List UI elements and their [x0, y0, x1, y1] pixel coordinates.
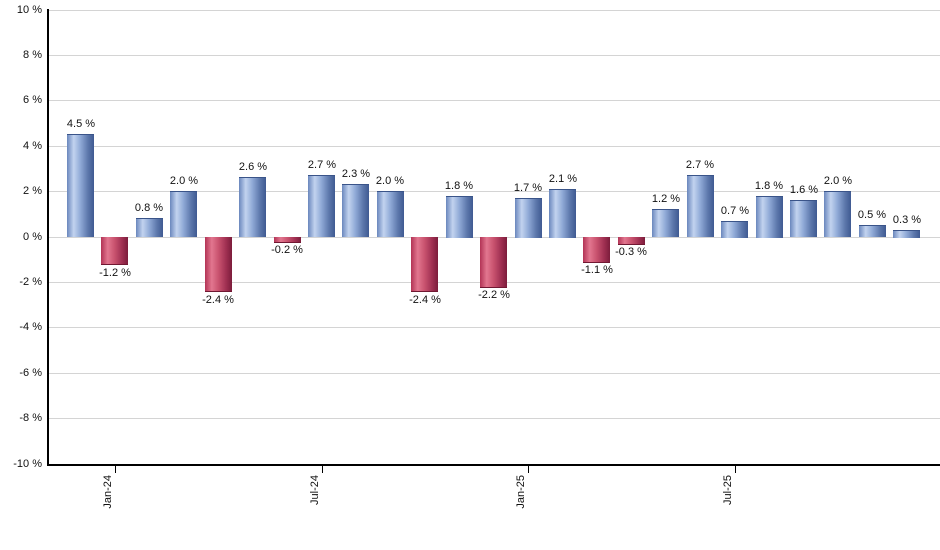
- x-axis-tick-label-Jul-25: Jul-25: [722, 475, 734, 505]
- y-axis-tick-label: -2 %: [19, 276, 42, 288]
- y-axis-line: [47, 9, 49, 466]
- bar-May-24: [239, 177, 266, 237]
- y-axis-tick-label: 10 %: [16, 4, 42, 16]
- x-axis-tick-label-Jan-24: Jan-24: [102, 475, 114, 509]
- bar-value-label-Dec-24: -2.2 %: [478, 289, 510, 301]
- gridline--4-pct: [47, 327, 940, 328]
- bar-value-label-Jan-25: 1.7 %: [513, 182, 543, 194]
- bar-Sep-25: [790, 200, 817, 237]
- bar-Jun-25: [687, 175, 714, 237]
- bar-value-label-Apr-25: -0.3 %: [615, 246, 647, 258]
- bar-Oct-25: [824, 191, 851, 237]
- bar-Dec-24: [480, 237, 507, 288]
- x-axis-tick-Jan-25: [528, 465, 529, 473]
- bar-value-label-Jan-24: -1.2 %: [99, 267, 131, 279]
- y-axis-tick-label: -10 %: [13, 458, 42, 470]
- bar-value-label-Nov-24: 1.8 %: [444, 180, 474, 192]
- gridline-2-pct: [47, 191, 940, 192]
- bar-Jan-24: [101, 237, 128, 265]
- bar-value-label-Jun-25: 2.7 %: [685, 159, 715, 171]
- bar-Mar-25: [583, 237, 610, 263]
- gridline--6-pct: [47, 373, 940, 374]
- bar-Mar-24: [170, 191, 197, 237]
- y-axis-tick-label: 2 %: [23, 185, 42, 197]
- bar-value-label-Jun-24: -0.2 %: [271, 244, 303, 256]
- bar-Apr-24: [205, 237, 232, 292]
- bar-value-label-Jul-25: 0.7 %: [720, 205, 750, 217]
- bar-value-label-Dec-25: 0.3 %: [892, 214, 922, 226]
- bar-value-label-Dec-23: 4.5 %: [66, 118, 96, 130]
- bar-Apr-25: [618, 237, 645, 245]
- bar-May-25: [652, 209, 679, 237]
- bar-Feb-25: [549, 189, 576, 238]
- x-axis-tick-Jul-25: [735, 465, 736, 473]
- bar-value-label-Sep-25: 1.6 %: [789, 184, 819, 196]
- gridline-10-pct: [47, 10, 940, 11]
- bar-Sep-24: [377, 191, 404, 237]
- gridline-6-pct: [47, 100, 940, 101]
- bar-value-label-Nov-25: 0.5 %: [857, 209, 887, 221]
- bar-Jun-24: [274, 237, 301, 243]
- bar-value-label-Oct-25: 2.0 %: [823, 175, 853, 187]
- bar-value-label-May-25: 1.2 %: [651, 193, 681, 205]
- y-axis-tick-label: 8 %: [23, 49, 42, 61]
- bar-Jul-24: [308, 175, 335, 237]
- y-axis-tick-label: -6 %: [19, 367, 42, 379]
- y-axis-tick-label: 0 %: [23, 231, 42, 243]
- bar-Feb-24: [136, 218, 163, 237]
- bar-value-label-Feb-25: 2.1 %: [548, 173, 578, 185]
- gridline--8-pct: [47, 418, 940, 419]
- bar-Nov-24: [446, 196, 473, 238]
- bar-Nov-25: [859, 225, 886, 237]
- y-axis-tick-label: -8 %: [19, 412, 42, 424]
- bar-value-label-Oct-24: -2.4 %: [409, 294, 441, 306]
- bar-value-label-Apr-24: -2.4 %: [202, 294, 234, 306]
- x-axis-tick-Jul-24: [322, 465, 323, 473]
- bar-Dec-25: [893, 230, 920, 238]
- bar-Aug-24: [342, 184, 369, 237]
- bar-value-label-Feb-24: 0.8 %: [134, 202, 164, 214]
- x-axis-tick-label-Jan-25: Jan-25: [515, 475, 527, 509]
- bar-Oct-24: [411, 237, 438, 292]
- bar-Jul-25: [721, 221, 748, 238]
- x-axis-line: [47, 464, 940, 466]
- bar-value-label-Aug-25: 1.8 %: [754, 180, 784, 192]
- x-axis-tick-label-Jul-24: Jul-24: [309, 475, 321, 505]
- gridline-8-pct: [47, 55, 940, 56]
- x-axis-tick-Jan-24: [115, 465, 116, 473]
- bar-value-label-Mar-25: -1.1 %: [581, 264, 613, 276]
- bar-value-label-Aug-24: 2.3 %: [341, 168, 371, 180]
- bar-Dec-23: [67, 134, 94, 237]
- bar-value-label-Jul-24: 2.7 %: [307, 159, 337, 171]
- bar-value-label-Sep-24: 2.0 %: [375, 175, 405, 187]
- bar-Aug-25: [756, 196, 783, 238]
- bar-value-label-Mar-24: 2.0 %: [169, 175, 199, 187]
- gridline-4-pct: [47, 146, 940, 147]
- bar-value-label-May-24: 2.6 %: [238, 161, 268, 173]
- y-axis-tick-label: 6 %: [23, 94, 42, 106]
- y-axis-tick-label: -4 %: [19, 321, 42, 333]
- y-axis-tick-label: 4 %: [23, 140, 42, 152]
- bar-Jan-25: [515, 198, 542, 238]
